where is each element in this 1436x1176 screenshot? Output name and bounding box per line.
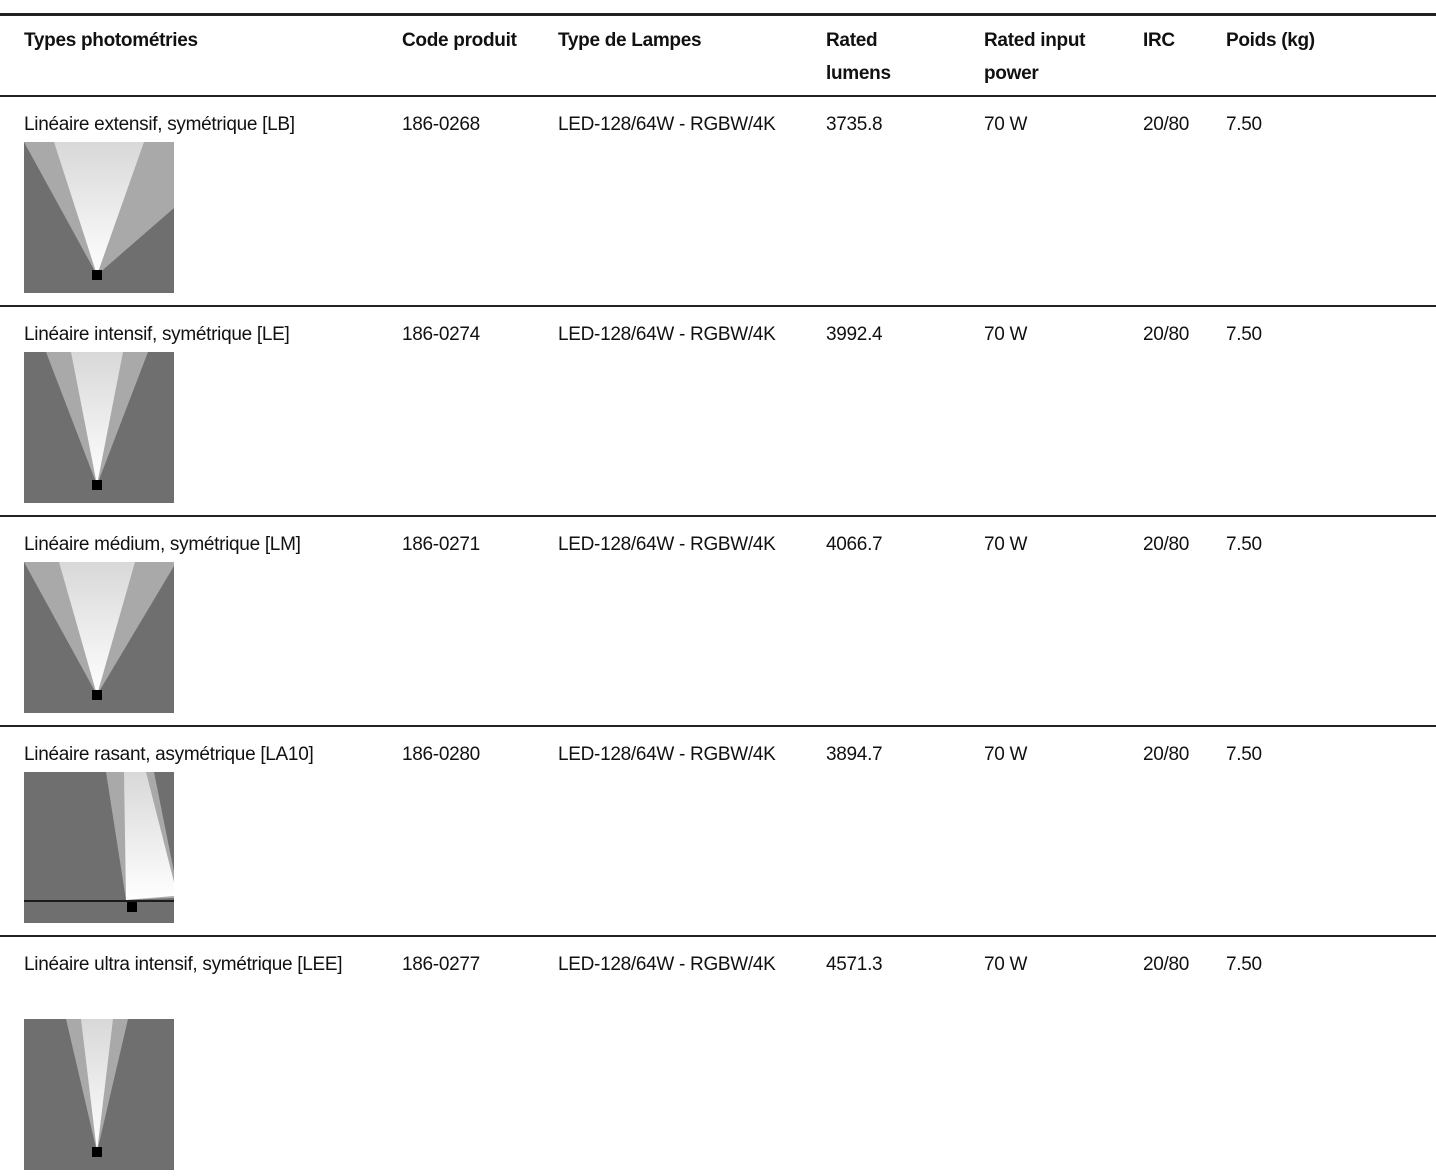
photometry-diagram xyxy=(24,142,174,293)
column-header: Types photométries xyxy=(24,30,198,51)
photometry-diagram xyxy=(24,562,174,713)
table-cell: Linéaire médium, symétrique [LM] xyxy=(24,534,301,555)
table-cell: 20/80 xyxy=(1143,954,1190,975)
table-cell: 70 W xyxy=(984,114,1028,135)
table-cell: 186-0271 xyxy=(402,534,480,555)
table-cell: 3894.7 xyxy=(826,744,883,765)
row-rule xyxy=(0,305,1436,307)
table-cell: 186-0274 xyxy=(402,324,480,345)
column-header: Poids (kg) xyxy=(1226,30,1315,51)
table-cell: 3735.8 xyxy=(826,114,883,135)
table-cell: 7.50 xyxy=(1226,324,1262,345)
photometry-diagram xyxy=(24,772,174,923)
header-rule xyxy=(0,95,1436,97)
table-cell: LED-128/64W - RGBW/4K xyxy=(558,114,776,135)
table-cell: 7.50 xyxy=(1226,954,1262,975)
table-cell: Linéaire rasant, asymétrique [LA10] xyxy=(24,744,314,765)
table-cell: LED-128/64W - RGBW/4K xyxy=(558,744,776,765)
column-header: Rated input power xyxy=(984,30,1086,84)
table-cell: 186-0280 xyxy=(402,744,480,765)
column-header: Type de Lampes xyxy=(558,30,702,51)
photometry-diagram xyxy=(24,1019,174,1170)
table-cell: 4571.3 xyxy=(826,954,883,975)
table-cell: 70 W xyxy=(984,744,1028,765)
table-cell: 20/80 xyxy=(1143,114,1190,135)
table-cell: Linéaire intensif, symétrique [LE] xyxy=(24,324,290,345)
column-header: Code produit xyxy=(402,30,517,51)
table-cell: Linéaire extensif, symétrique [LB] xyxy=(24,114,295,135)
column-header: IRC xyxy=(1143,30,1175,51)
table-cell: 186-0277 xyxy=(402,954,480,975)
table-cell: 4066.7 xyxy=(826,534,883,555)
table-cell: 7.50 xyxy=(1226,534,1262,555)
table-cell: 20/80 xyxy=(1143,324,1190,345)
row-rule xyxy=(0,935,1436,937)
photometry-diagram xyxy=(24,352,174,503)
column-header: Rated lumens xyxy=(826,30,891,84)
table-cell: 20/80 xyxy=(1143,744,1190,765)
table-cell: 20/80 xyxy=(1143,534,1190,555)
row-rule xyxy=(0,725,1436,727)
table-cell: 186-0268 xyxy=(402,114,480,135)
table-cell: Linéaire ultra intensif, symétrique [LEE… xyxy=(24,954,343,975)
table-cell: LED-128/64W - RGBW/4K xyxy=(558,534,776,555)
table-cell: LED-128/64W - RGBW/4K xyxy=(558,954,776,975)
table-cell: 70 W xyxy=(984,534,1028,555)
table-cell: 7.50 xyxy=(1226,744,1262,765)
row-rule xyxy=(0,515,1436,517)
table-cell: 70 W xyxy=(984,324,1028,345)
table-cell: LED-128/64W - RGBW/4K xyxy=(558,324,776,345)
table-cell: 3992.4 xyxy=(826,324,883,345)
table-cell: 70 W xyxy=(984,954,1028,975)
top-rule xyxy=(0,13,1436,16)
table-cell: 7.50 xyxy=(1226,114,1262,135)
